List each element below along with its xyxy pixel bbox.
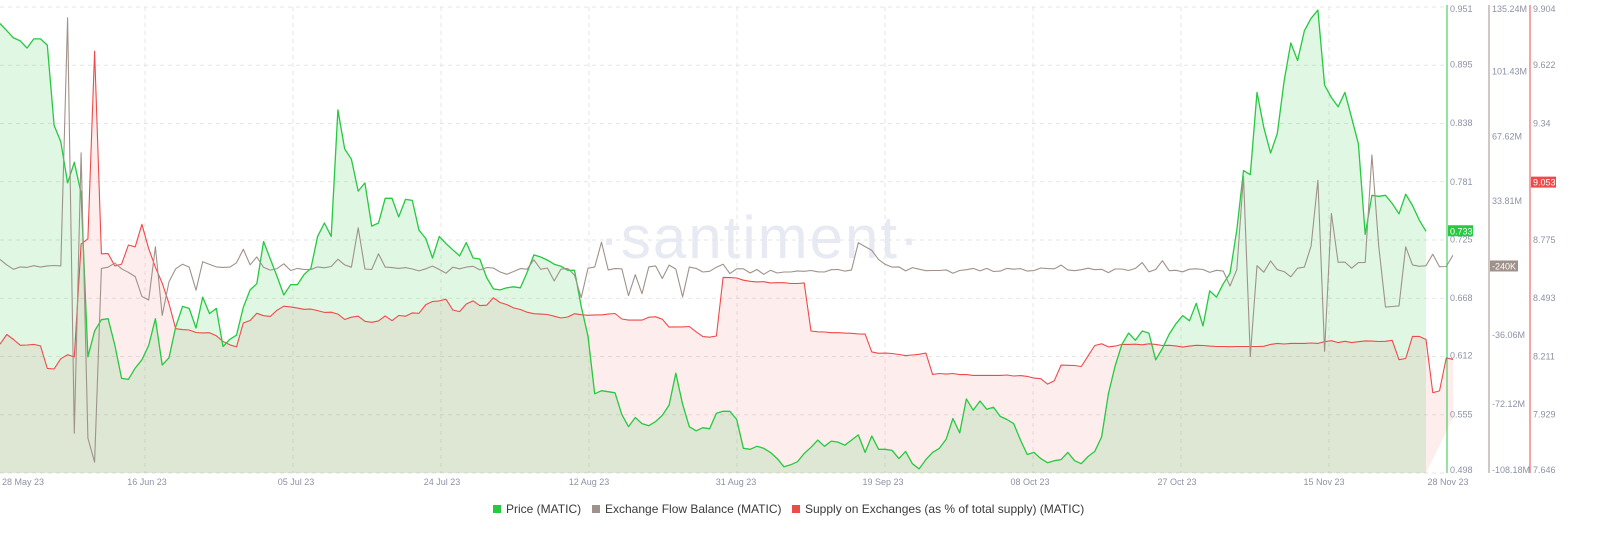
x-axis-tick: 12 Aug 23 bbox=[569, 477, 610, 487]
flow-axis-tick: -72.12M bbox=[1492, 399, 1525, 409]
flow-axis-tick: -36.06M bbox=[1492, 330, 1525, 340]
supply-last-value-badge bbox=[1531, 176, 1556, 188]
axes: 0.951 0.895 0.838 0.781 0.725 0.668 0.612 0.555… bbox=[1446, 4, 1556, 475]
price-axis-tick: 0.781 bbox=[1450, 177, 1473, 187]
supply-axis-tick: 7.929 bbox=[1533, 410, 1556, 420]
legend-swatch-flow bbox=[592, 505, 600, 513]
legend-swatch-price bbox=[493, 505, 501, 513]
x-axis-tick: 19 Sep 23 bbox=[862, 477, 903, 487]
legend: Price (MATIC) Exchange Flow Balance (MATI… bbox=[493, 502, 1084, 516]
supply-series-line bbox=[0, 50, 1453, 394]
flow-last-value: -240K bbox=[1492, 261, 1516, 271]
price-last-value-badge bbox=[1448, 225, 1473, 237]
legend-label-price: Price (MATIC) bbox=[506, 502, 581, 516]
legend-label-supply: Supply on Exchanges (as % of total suppl… bbox=[805, 502, 1084, 516]
price-axis-tick: 0.555 bbox=[1450, 409, 1473, 419]
price-axis-tick: 0.725 bbox=[1450, 234, 1473, 244]
supply-last-value: 9.053 bbox=[1533, 178, 1556, 188]
x-axis-tick: 05 Jul 23 bbox=[278, 477, 315, 487]
flow-axis-tick: -108.18M bbox=[1492, 465, 1530, 475]
supply-axis-tick: 8.775 bbox=[1533, 235, 1556, 245]
flow-axis-tick: 67.62M bbox=[1492, 131, 1522, 141]
legend-label-flow: Exchange Flow Balance (MATIC) bbox=[605, 502, 782, 516]
price-axis-tick: 0.838 bbox=[1450, 118, 1473, 128]
x-axis-tick: 24 Jul 23 bbox=[424, 477, 461, 487]
supply-axis-tick: 9.622 bbox=[1533, 60, 1556, 70]
flow-axis-tick: 101.43M bbox=[1492, 67, 1527, 77]
series-lines bbox=[0, 9, 1453, 470]
flow-last-value-badge bbox=[1490, 260, 1518, 272]
x-axis-tick: 28 Nov 23 bbox=[1427, 477, 1468, 487]
supply-axis-tick: 8.211 bbox=[1533, 351, 1555, 361]
x-axis-ticks: 28 May 23 16 Jun 23 05 Jul 23 24 Jul 23 12 A… bbox=[2, 477, 1469, 487]
x-axis-tick: 08 Oct 23 bbox=[1010, 477, 1049, 487]
price-area bbox=[0, 10, 1426, 473]
supply-axis-tick: 7.646 bbox=[1533, 465, 1556, 475]
x-axis-tick: 16 Jun 23 bbox=[127, 477, 167, 487]
watermark: ·santiment· bbox=[599, 204, 921, 271]
price-last-value: 0.733 bbox=[1450, 226, 1473, 236]
grid bbox=[0, 6, 1448, 474]
flow-axis-tick: 33.81M bbox=[1492, 196, 1522, 206]
supply-axis-tick: 9.34 bbox=[1533, 118, 1551, 128]
x-axis-tick: 15 Nov 23 bbox=[1303, 477, 1344, 487]
price-series-line bbox=[0, 9, 1427, 470]
price-axis-tick: 0.498 bbox=[1450, 465, 1473, 475]
price-axis-tick: 0.668 bbox=[1450, 293, 1473, 303]
x-axis-tick: 28 May 23 bbox=[2, 477, 44, 487]
legend-swatch-supply bbox=[792, 505, 800, 513]
price-axis-tick: 0.895 bbox=[1450, 60, 1473, 70]
flow-series-line bbox=[0, 17, 1453, 463]
price-axis-tick: 0.951 bbox=[1450, 4, 1473, 14]
series-areas bbox=[0, 10, 1453, 473]
supply-axis-tick: 8.493 bbox=[1533, 293, 1556, 303]
x-axis-tick: 31 Aug 23 bbox=[716, 477, 757, 487]
price-axis-tick: 0.612 bbox=[1450, 351, 1473, 361]
x-axis-tick: 27 Oct 23 bbox=[1157, 477, 1196, 487]
supply-area bbox=[0, 51, 1453, 473]
supply-axis-tick: 9.904 bbox=[1533, 4, 1556, 14]
flow-axis-tick: 135.24M bbox=[1492, 4, 1527, 14]
